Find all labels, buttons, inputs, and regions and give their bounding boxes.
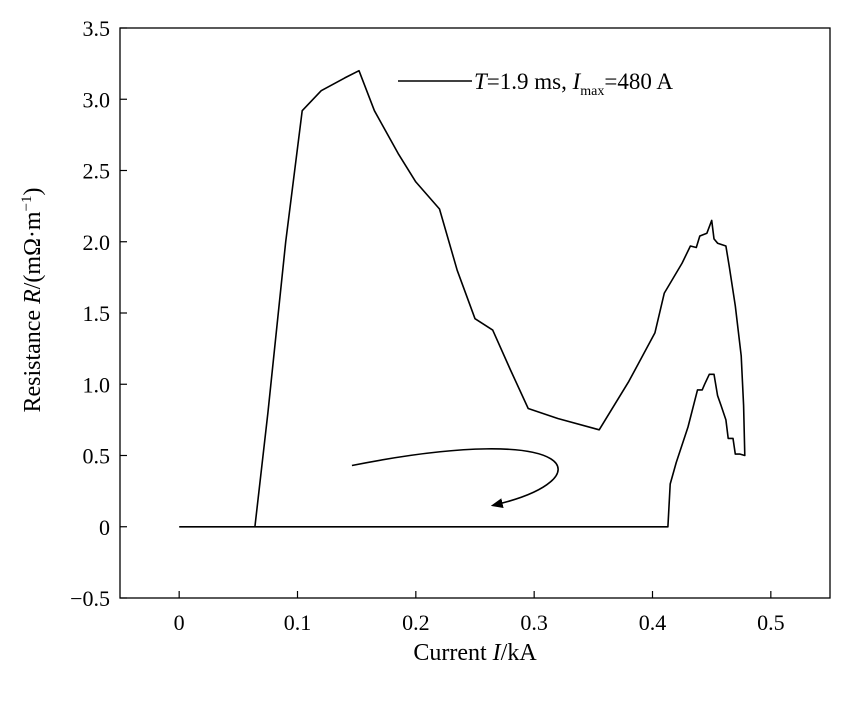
x-tick-label: 0.2 [402,610,430,635]
annotation-layer [351,448,559,509]
legend-T-var: T [474,69,489,94]
x-axis-title-var: I [492,640,502,666]
y-axis-title: Resistance R/(mΩ·m−1) [19,187,46,412]
y-tick-label: −0.5 [70,586,110,611]
y-axis-title-suffix: /(mΩ·m [20,211,46,289]
plot-area-frame [119,27,831,599]
legend-T-text: =1.9 ms, [487,69,573,94]
y-tick-label: 2.0 [83,230,111,255]
legend-I-text: =480 A [604,69,673,94]
y-tick-label: 3.5 [83,16,111,41]
legend-I-var: I [572,69,582,94]
x-tick-label: 0.5 [757,610,785,635]
y-axis-title-close: ) [20,187,46,195]
y-tick-label: 1.5 [83,301,111,326]
y-axis-title-prefix: Resistance [20,304,46,413]
x-axis-title-suffix: /kA [501,640,538,666]
direction-arrow [351,448,559,509]
y-axis-title-var: R [20,289,46,305]
y-tick-label: 0 [99,515,110,540]
y-tick-label: 0.5 [83,444,111,469]
x-axis-ticks: 0 0.1 0.2 0.3 0.4 0.5 [174,591,785,635]
x-tick-label: 0.3 [520,610,548,635]
series-line [179,69,746,528]
y-tick-label: 2.5 [83,159,111,184]
y-tick-label: 3.0 [83,87,111,112]
x-axis-title: Current I/kA [413,640,537,666]
x-axis-title-prefix: Current [413,640,492,666]
x-tick-label: 0.4 [639,610,667,635]
y-tick-label: 1.0 [83,372,111,397]
series-layer [179,69,746,528]
legend-label: T=1.9 ms, Imax=480 A [474,69,673,99]
legend: T=1.9 ms, Imax=480 A [398,69,673,99]
y-axis-title-sup: −1 [19,195,35,211]
legend-I-sub: max [580,84,604,99]
y-axis-ticks: −0.5 0 0.5 1.0 1.5 2.0 2.5 3.0 3.5 [70,16,127,611]
x-tick-label: 0.1 [284,610,312,635]
x-tick-label: 0 [174,610,185,635]
